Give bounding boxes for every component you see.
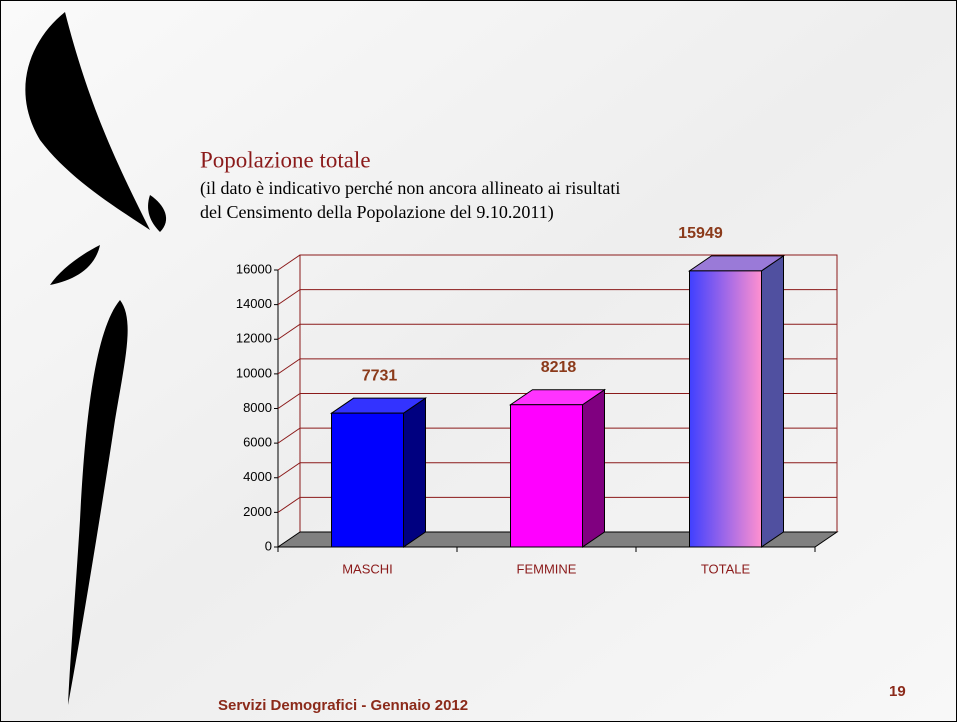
y-tick-label: 8000 [243, 400, 272, 415]
grid-line [277, 289, 837, 306]
value-label: 7731 [362, 367, 398, 384]
y-tick-label: 6000 [243, 435, 272, 450]
bar [510, 404, 583, 548]
bar-side [761, 254, 784, 548]
bar [331, 412, 404, 548]
y-tick-label: 4000 [243, 469, 272, 484]
x-tick-label: TOTALE [701, 561, 751, 576]
grid-line [277, 323, 837, 340]
bar [689, 270, 762, 548]
footer-text: Servizi Demografici - Gennaio 2012 [218, 697, 468, 714]
y-tick-label: 0 [265, 538, 272, 553]
chart: 0 2000 4000 6000 8000 10000 12000 14000 16000 MAS… [236, 225, 839, 576]
x-tick-label: FEMMINE [517, 561, 577, 576]
y-tick-label: 16000 [236, 261, 272, 276]
y-tick-label: 12000 [236, 331, 272, 346]
grid-line [277, 462, 837, 479]
y-tick-label: 14000 [236, 296, 272, 311]
y-tick-label: 10000 [236, 365, 272, 380]
grid-line [277, 427, 837, 444]
value-label: 8218 [541, 359, 577, 376]
grid-line [277, 393, 837, 409]
bar-side [582, 388, 605, 548]
page-number: 19 [889, 683, 906, 700]
grid-line [277, 254, 837, 271]
x-tick-label: MASCHI [342, 561, 393, 576]
grid-line [277, 496, 837, 513]
subtitle: del Censimento della Popolazione del 9.1… [200, 202, 554, 223]
subtitle: (il dato è indicativo perché non ancora … [200, 178, 620, 199]
y-tick-label: 2000 [243, 504, 272, 519]
decoration [25, 12, 167, 705]
value-label: 15949 [678, 225, 723, 242]
title: Popolazione totale [200, 147, 371, 172]
grid-line [277, 358, 837, 375]
bar-side [403, 397, 426, 548]
